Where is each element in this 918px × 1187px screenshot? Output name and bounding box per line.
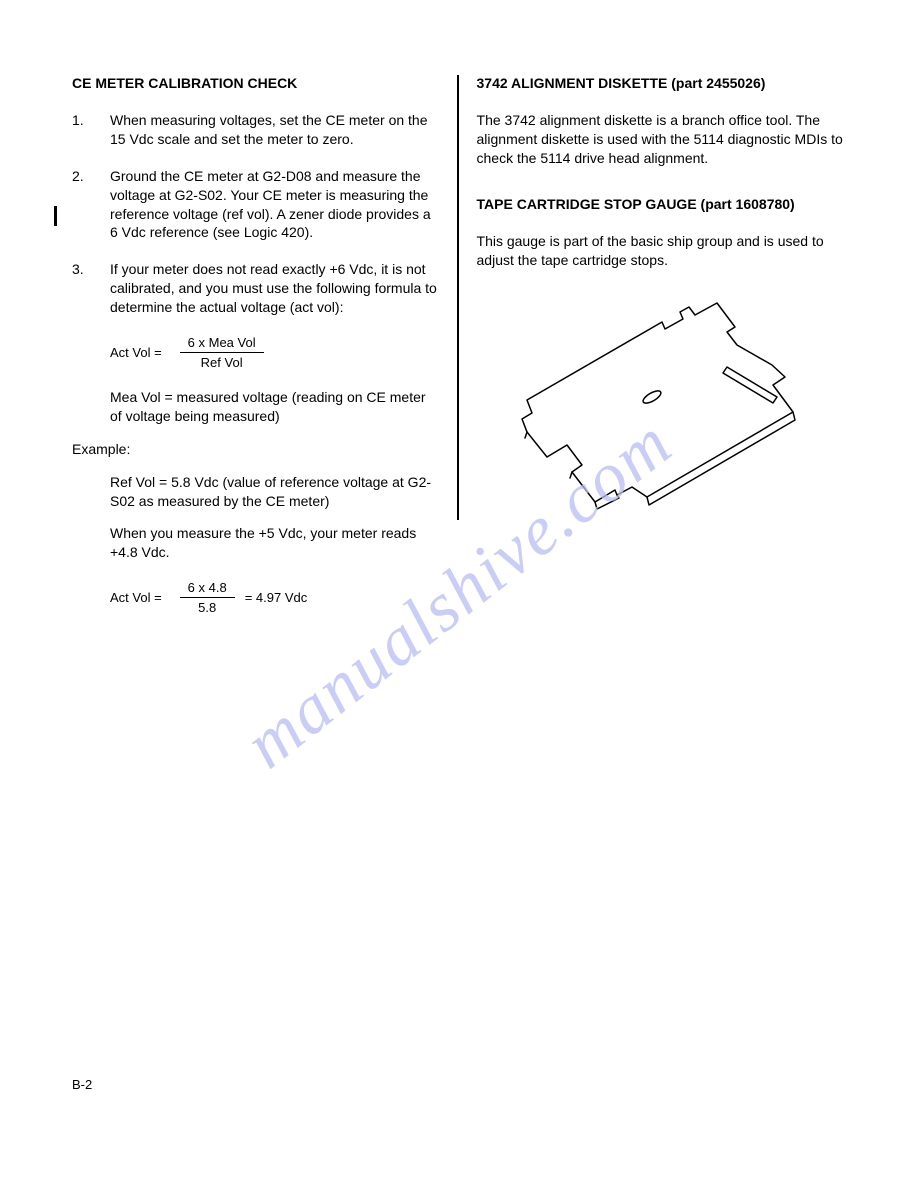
list-number: 1. — [72, 111, 110, 149]
list-item: 3. If your meter does not read exactly +… — [72, 260, 439, 317]
alignment-diskette-paragraph: The 3742 alignment diskette is a branch … — [477, 111, 858, 168]
list-text: Ground the CE meter at G2-D08 and measur… — [110, 167, 439, 243]
left-heading: CE METER CALIBRATION CHECK — [72, 75, 439, 91]
stop-gauge-paragraph: This gauge is part of the basic ship gro… — [477, 232, 858, 270]
list-text: When measuring voltages, set the CE mete… — [110, 111, 439, 149]
right-heading-2: TAPE CARTRIDGE STOP GAUGE (part 1608780) — [477, 196, 858, 212]
example-ref-vol: Ref Vol = 5.8 Vdc (value of reference vo… — [110, 473, 439, 511]
gauge-diagram — [477, 287, 858, 550]
list-text: If your meter does not read exactly +6 V… — [110, 260, 439, 317]
right-heading-1: 3742 ALIGNMENT DISKETTE (part 2455026) — [477, 75, 858, 91]
formula-fraction: 6 x Mea Vol Ref Vol — [180, 335, 264, 370]
page-number: B-2 — [72, 1077, 92, 1092]
change-bar — [54, 206, 57, 226]
list-item: 1. When measuring voltages, set the CE m… — [72, 111, 439, 149]
list-number: 2. — [72, 167, 110, 243]
formula-result: = 4.97 Vdc — [245, 590, 308, 605]
left-column: CE METER CALIBRATION CHECK 1. When measu… — [72, 75, 457, 633]
formula-denominator: 5.8 — [190, 598, 224, 615]
right-column: 3742 ALIGNMENT DISKETTE (part 2455026) T… — [459, 75, 858, 633]
formula-fraction: 6 x 4.8 5.8 — [180, 580, 235, 615]
example-label: Example: — [72, 440, 439, 459]
formula-denominator: Ref Vol — [193, 353, 251, 370]
formula-2: Act Vol = 6 x 4.8 5.8 = 4.97 Vdc — [110, 580, 439, 615]
formula-numerator: 6 x 4.8 — [180, 580, 235, 597]
list-number: 3. — [72, 260, 110, 317]
mea-vol-definition: Mea Vol = measured voltage (reading on C… — [110, 388, 439, 426]
formula-numerator: 6 x Mea Vol — [180, 335, 264, 352]
list-item: 2. Ground the CE meter at G2-D08 and mea… — [72, 167, 439, 243]
formula-lhs: Act Vol = — [110, 345, 162, 360]
tape-cartridge-gauge-icon — [477, 287, 807, 547]
example-measurement: When you measure the +5 Vdc, your meter … — [110, 524, 439, 562]
formula-1: Act Vol = 6 x Mea Vol Ref Vol — [110, 335, 439, 370]
two-column-layout: CE METER CALIBRATION CHECK 1. When measu… — [72, 75, 858, 633]
formula-lhs: Act Vol = — [110, 590, 162, 605]
